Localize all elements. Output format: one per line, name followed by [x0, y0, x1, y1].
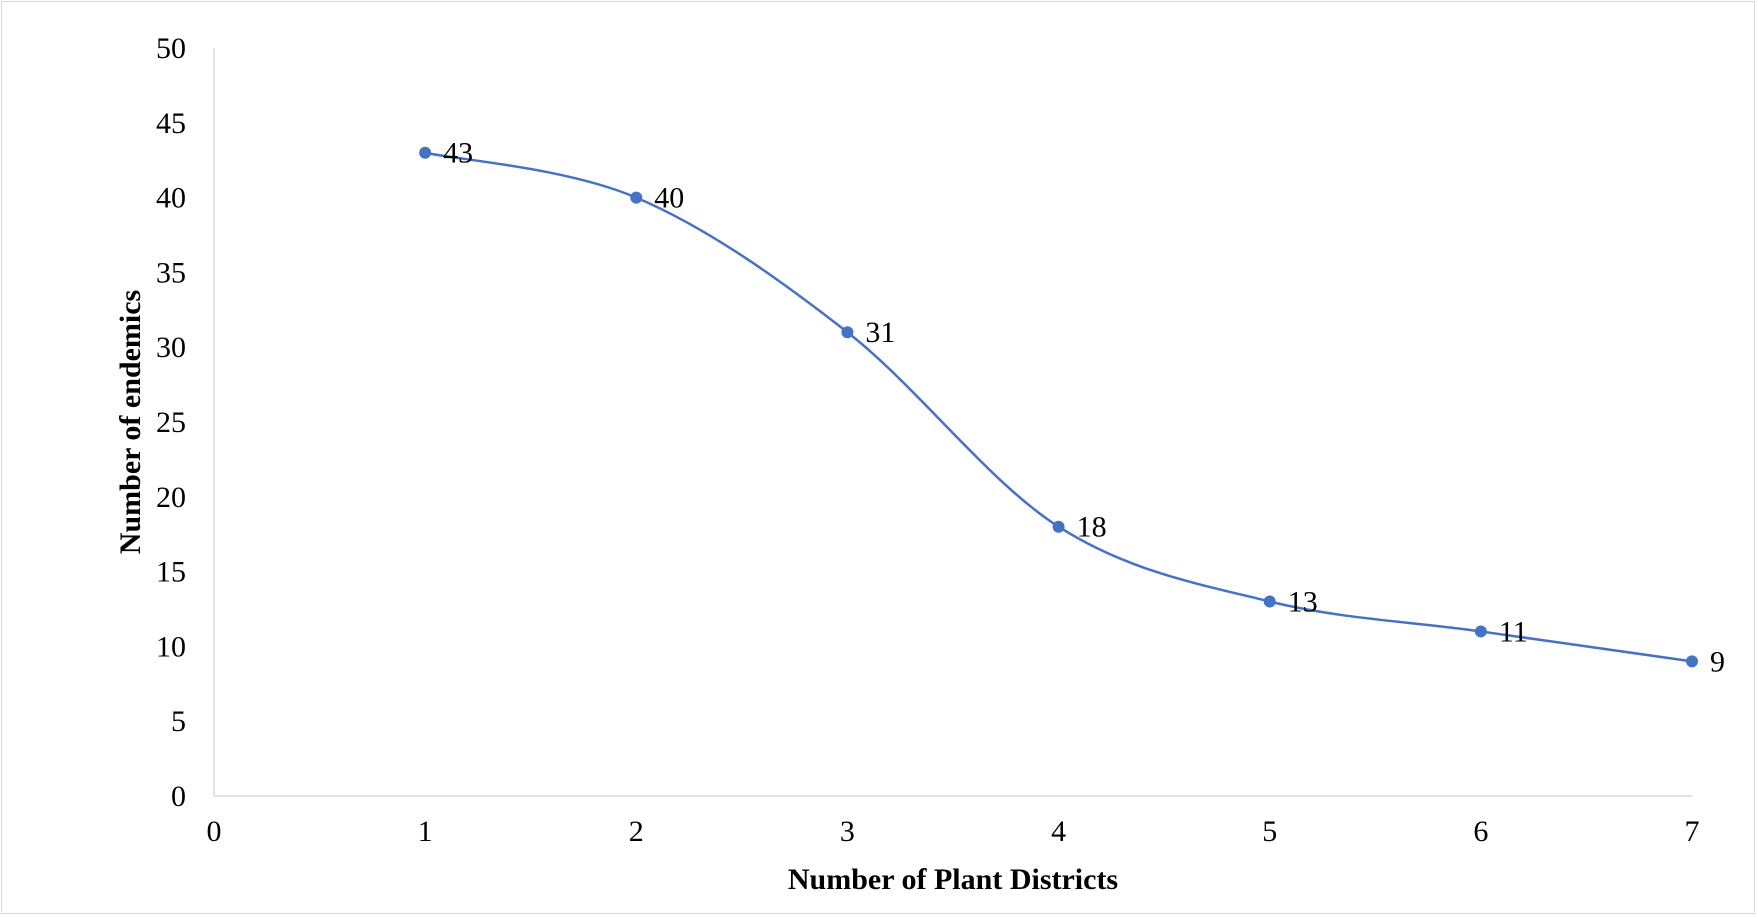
x-axis-title: Number of Plant Districts	[788, 863, 1118, 896]
data-label: 40	[654, 182, 684, 215]
data-labels: 43 40 31 18 13 11 9	[443, 137, 1725, 679]
x-tick-label: 6	[1473, 815, 1488, 848]
y-tick-label: 45	[156, 107, 186, 140]
x-tick-label: 0	[207, 815, 222, 848]
x-tick-label: 5	[1262, 815, 1277, 848]
data-point	[841, 326, 854, 339]
data-point	[1263, 595, 1276, 608]
y-tick-label: 10	[156, 630, 186, 663]
x-tick-label: 3	[840, 815, 855, 848]
data-point	[1474, 625, 1487, 638]
data-point	[419, 146, 432, 159]
y-tick-label: 40	[156, 182, 186, 215]
data-label: 13	[1288, 586, 1318, 619]
y-tick-label: 25	[156, 406, 186, 439]
data-label: 43	[443, 137, 473, 170]
y-tick-label: 5	[171, 705, 186, 738]
x-tick-label: 7	[1685, 815, 1700, 848]
y-tick-label: 35	[156, 256, 186, 289]
y-tick-label: 20	[156, 481, 186, 514]
data-label: 31	[865, 316, 895, 349]
series-line	[424, 151, 1693, 663]
y-tick-label: 30	[156, 331, 186, 364]
y-tick-label: 15	[156, 556, 186, 589]
x-tick-label: 2	[629, 815, 644, 848]
y-axis-title: Number of endemics	[114, 290, 147, 554]
y-tick-label: 0	[171, 780, 186, 813]
x-tick-label: 4	[1051, 815, 1066, 848]
data-label: 11	[1499, 615, 1528, 648]
data-markers	[419, 146, 1698, 668]
axes	[213, 48, 1692, 797]
data-point	[1052, 520, 1065, 533]
x-tick-label: 1	[418, 815, 433, 848]
y-tick-label: 50	[156, 32, 186, 65]
data-point	[630, 191, 643, 204]
data-label: 18	[1077, 511, 1107, 544]
data-label: 9	[1710, 645, 1725, 678]
data-point	[1686, 655, 1698, 668]
